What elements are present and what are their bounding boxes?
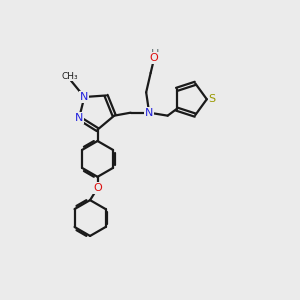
Text: S: S: [208, 94, 216, 104]
Text: N: N: [145, 108, 153, 118]
Text: N: N: [80, 92, 88, 102]
Text: O: O: [93, 183, 102, 193]
Text: CH₃: CH₃: [61, 72, 78, 81]
Text: H: H: [151, 50, 160, 59]
Text: O: O: [149, 53, 158, 63]
Text: N: N: [75, 113, 83, 123]
